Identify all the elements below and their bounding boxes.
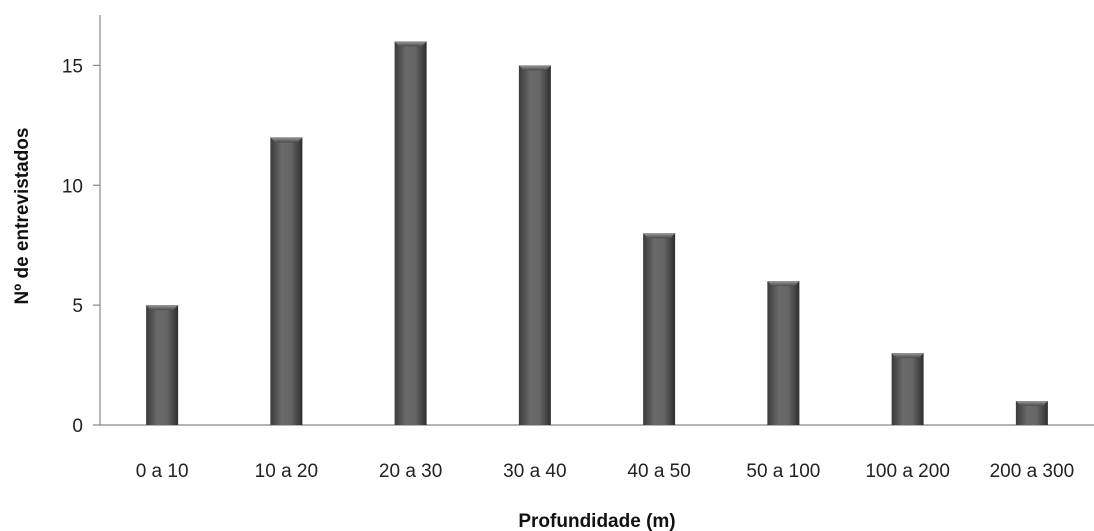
bar: [643, 233, 675, 425]
bar-body: [767, 281, 799, 425]
x-tick-label: 20 a 30: [379, 461, 442, 482]
bar-body: [395, 41, 427, 425]
bar: [270, 137, 302, 425]
y-tick-label: 15: [62, 56, 83, 77]
x-tick-label: 100 a 200: [865, 461, 950, 482]
bar-body: [643, 233, 675, 425]
x-tick-label: 0 a 10: [136, 461, 189, 482]
x-tick-label: 40 a 50: [627, 461, 690, 482]
y-tick-label: 10: [62, 176, 83, 197]
bar-bevel: [519, 65, 551, 70]
x-axis-title: Profundidade (m): [518, 511, 675, 531]
bar-bevel: [767, 281, 799, 286]
bar: [146, 305, 178, 425]
bar: [1016, 401, 1048, 425]
bar: [892, 353, 924, 425]
bar-bevel: [1016, 401, 1048, 406]
x-axis: 0 a 10 10 a 20 20 a 30 30 a 40 40 a 50 50 a 1…: [100, 425, 1094, 482]
bar-bevel: [643, 233, 675, 238]
bar: [767, 281, 799, 425]
y-tick-label: 0: [72, 416, 83, 437]
bars: [146, 41, 1048, 425]
y-tick-label: 5: [72, 296, 83, 317]
y-axis-title: Nº de entrevistados: [12, 128, 33, 305]
bar-bevel: [270, 137, 302, 142]
x-tick-label: 10 a 20: [255, 461, 318, 482]
bar-body: [519, 65, 551, 425]
bar-body: [146, 305, 178, 425]
bar-body: [892, 353, 924, 425]
y-axis: 0 5 10 15: [62, 15, 100, 437]
bar-body: [270, 137, 302, 425]
bar-bevel: [395, 41, 427, 46]
bar-bevel: [146, 305, 178, 310]
x-tick-label: 30 a 40: [503, 461, 566, 482]
x-tick-label: 200 a 300: [990, 461, 1075, 482]
bar: [395, 41, 427, 425]
bar-bevel: [892, 353, 924, 358]
bar: [519, 65, 551, 425]
x-tick-label: 50 a 100: [746, 461, 820, 482]
